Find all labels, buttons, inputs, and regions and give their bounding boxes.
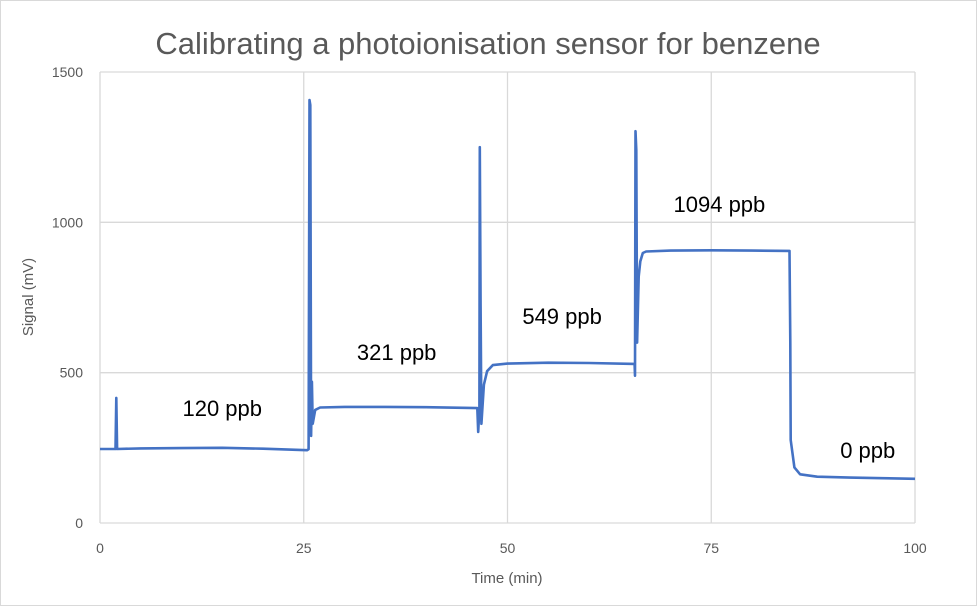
x-tick-label: 25 xyxy=(296,540,312,556)
x-tick-label: 0 xyxy=(96,540,104,556)
y-axis-label: Signal (mV) xyxy=(20,258,37,336)
gridlines xyxy=(99,71,916,524)
y-tick-label: 500 xyxy=(60,365,84,381)
annotation-label: 0 ppb xyxy=(840,438,895,463)
signal-series-line xyxy=(100,98,916,481)
annotation-label: 321 ppb xyxy=(357,340,437,365)
x-tick-label: 75 xyxy=(703,540,719,556)
y-tick-label: 0 xyxy=(75,515,83,531)
annotation-label: 549 ppb xyxy=(522,304,602,329)
y-tick-labels: 0 500 1000 1500 xyxy=(52,64,83,531)
y-tick-label: 1500 xyxy=(52,64,83,80)
chart-title: Calibrating a photoionisation sensor for… xyxy=(155,26,820,61)
x-tick-labels: 0 25 50 75 100 xyxy=(96,540,927,556)
x-tick-label: 50 xyxy=(500,540,516,556)
annotation-label: 1094 ppb xyxy=(674,192,766,217)
annotation-label: 120 ppb xyxy=(182,396,262,421)
x-tick-label: 100 xyxy=(903,540,927,556)
annotations: 120 ppb 321 ppb 549 ppb 1094 ppb 0 ppb xyxy=(182,192,895,463)
y-tick-label: 1000 xyxy=(52,214,83,230)
x-axis-label: Time (min) xyxy=(471,570,542,587)
